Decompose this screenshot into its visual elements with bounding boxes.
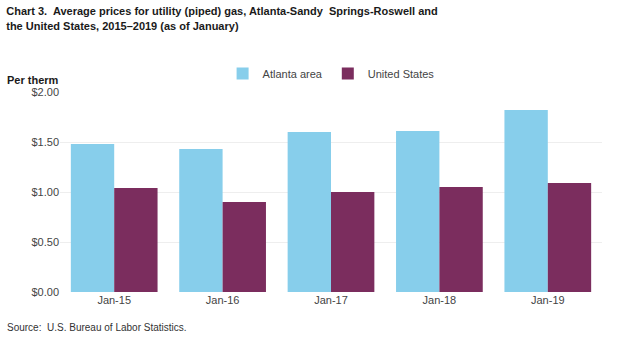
svg-text:$0.50: $0.50 [31, 236, 59, 248]
svg-text:Jan-19: Jan-19 [531, 294, 565, 306]
svg-text:Jan-16: Jan-16 [206, 294, 240, 306]
svg-text:Jan-15: Jan-15 [97, 294, 131, 306]
svg-text:$1.50: $1.50 [31, 136, 59, 148]
svg-text:Jan-17: Jan-17 [314, 294, 348, 306]
svg-text:Source: U.S. Bureau of Labor: Source: U.S. Bureau of Labor Statistics. [7, 322, 187, 333]
svg-text:Per therm: Per therm [7, 74, 59, 86]
svg-text:$1.00: $1.00 [31, 186, 59, 198]
svg-text:Atlanta area: Atlanta area [263, 68, 323, 80]
svg-text:Jan-18: Jan-18 [423, 294, 457, 306]
svg-text:United States: United States [368, 68, 435, 80]
svg-text:$2.00: $2.00 [31, 86, 59, 98]
svg-text:$0.00: $0.00 [31, 286, 59, 298]
svg-text:Chart 3. Average prices for u: Chart 3. Average prices for utility (pip… [6, 5, 438, 31]
